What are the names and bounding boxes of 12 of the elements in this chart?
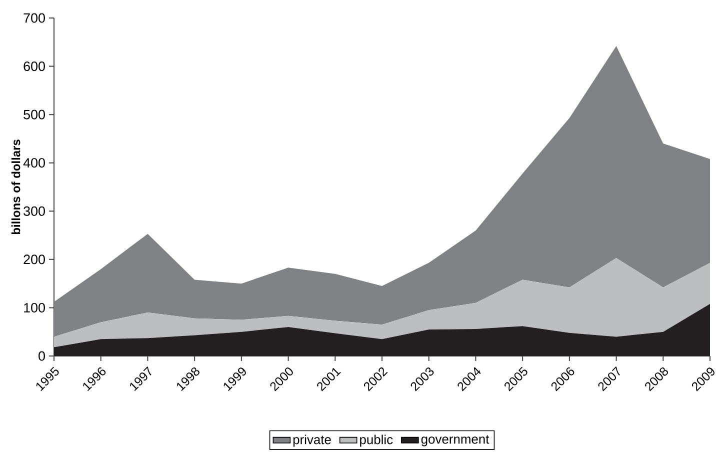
- y-tick-label: 100: [24, 302, 45, 312]
- y-tick-label: 600: [24, 62, 45, 72]
- y-tick-label: 0: [38, 351, 45, 361]
- y-axis-title: billons of dollars: [11, 140, 20, 234]
- y-tick-label: 500: [24, 110, 45, 120]
- legend-label: public: [360, 434, 393, 447]
- y-tick-label: 400: [23, 158, 45, 168]
- legend-label: private: [293, 434, 331, 447]
- y-tick-label: 700: [24, 13, 45, 23]
- y-tick-label: 300: [24, 206, 45, 216]
- legend-label: government: [421, 435, 490, 446]
- y-tick-label: 200: [24, 254, 45, 264]
